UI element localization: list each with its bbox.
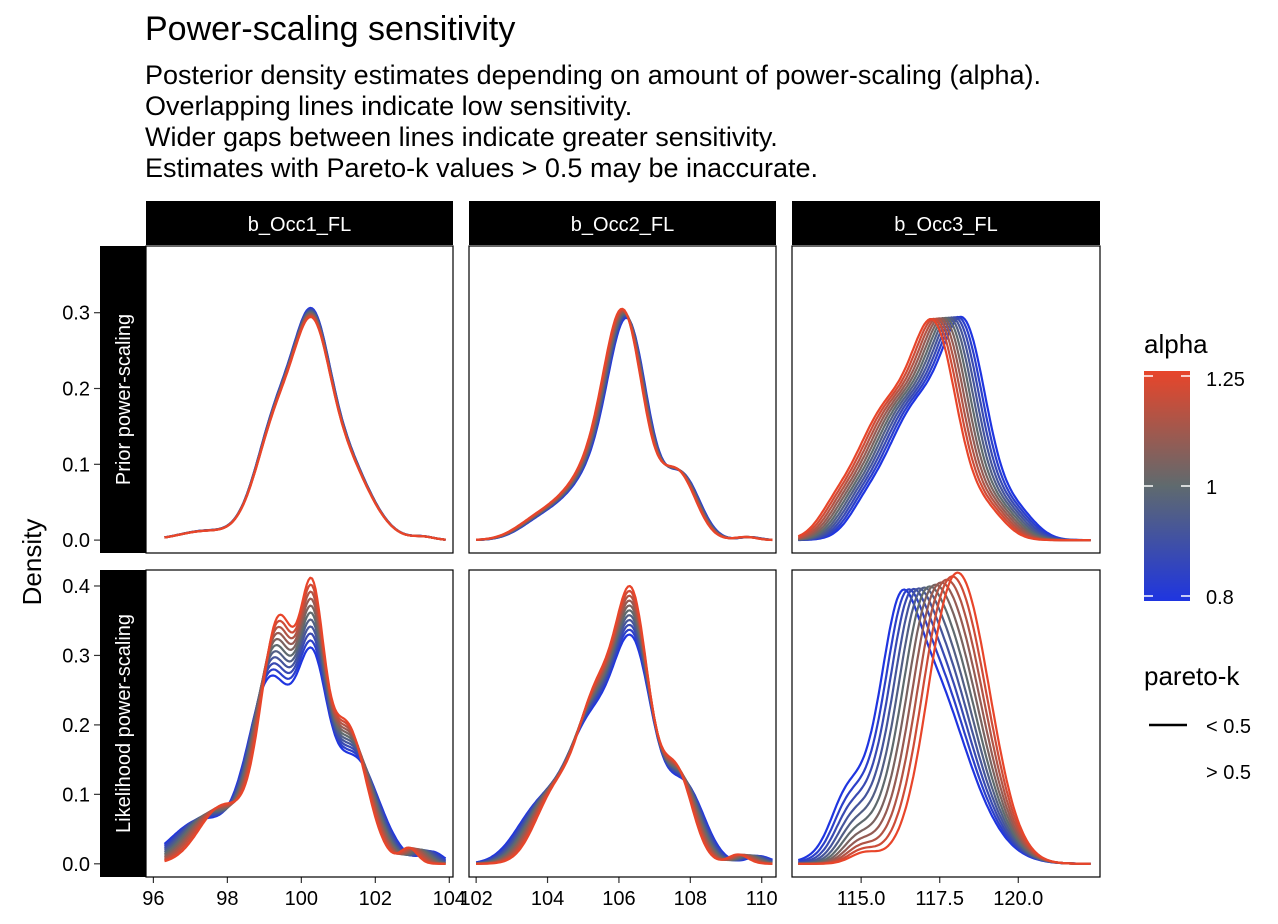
panel-curves <box>797 315 1091 542</box>
x-tick-label: 115.0 <box>837 888 886 910</box>
x-tick-label: 104 <box>531 888 564 910</box>
panel-1-2 <box>791 569 1101 878</box>
y-tick-label: 0.2 <box>62 379 90 401</box>
density-line-alpha-1.25 <box>476 584 773 865</box>
row-strip-1 <box>100 570 146 877</box>
facet-label-b_Occ2_FL: b_Occ2_FL <box>571 214 674 236</box>
x-tick-label: 102 <box>459 888 492 910</box>
panel-curves <box>164 306 446 541</box>
density-line-alpha-1.25 <box>476 307 773 542</box>
subtitle-line-2: Overlapping lines indicate low sensitivi… <box>145 91 633 121</box>
legend-alpha-title: alpha <box>1144 329 1208 359</box>
panel-curves <box>475 584 773 865</box>
chart-title: Power-scaling sensitivity <box>145 10 516 48</box>
facet-label-b_Occ3_FL: b_Occ3_FL <box>894 214 997 236</box>
facet-strip-b_Occ2_FL <box>469 201 776 245</box>
x-tick-label: 110 <box>746 888 778 910</box>
x-tick-label: 102 <box>359 888 392 910</box>
y-tick-label: 0.3 <box>62 303 90 325</box>
y-tick-label: 0.4 <box>62 576 90 598</box>
panel-0-1 <box>468 245 777 554</box>
panel-1-1 <box>468 569 777 878</box>
y-axis-label: Density <box>17 519 47 606</box>
row-label-0: Prior power-scaling <box>113 314 135 485</box>
subtitle-line-4: Estimates with Pareto-k values > 0.5 may… <box>145 153 819 183</box>
panel-1-0 <box>145 569 454 878</box>
x-tick-label: 106 <box>602 888 635 910</box>
legend-alpha-tick-2: 1 <box>1206 477 1217 499</box>
y-tick-label: 0.0 <box>62 854 90 876</box>
x-tick-label: 98 <box>216 888 238 910</box>
x-tick-label: 100 <box>285 888 318 910</box>
x-tick-label: 117.5 <box>915 888 964 910</box>
panel-frame <box>468 245 777 554</box>
row-strip-0 <box>100 246 146 553</box>
density-line-alpha-1.25 <box>164 576 446 865</box>
panel-curves <box>476 307 773 542</box>
legend-alpha-tick-3: 0.8 <box>1206 587 1234 609</box>
density-line-alpha-1.25 <box>798 571 1091 865</box>
panel-0-2 <box>791 245 1101 554</box>
panel-curves <box>797 571 1091 865</box>
y-tick-label: 0.0 <box>62 530 90 552</box>
panel-curves <box>163 576 447 865</box>
legend-pareto-item-2: > 0.5 <box>1206 762 1251 784</box>
subtitle-line-3: Wider gaps between lines indicate greate… <box>145 122 778 152</box>
x-tick-label: 120.0 <box>993 888 1043 910</box>
panel-0-0 <box>145 245 454 554</box>
facet-strip-b_Occ3_FL <box>792 201 1100 245</box>
x-tick-label: 104 <box>433 888 466 910</box>
facet-label-b_Occ1_FL: b_Occ1_FL <box>248 214 351 236</box>
panel-frame <box>791 569 1101 878</box>
legend-pareto-title: pareto-k <box>1144 661 1240 691</box>
y-tick-label: 0.2 <box>62 715 90 737</box>
panel-frame <box>145 245 454 554</box>
x-tick-label: 96 <box>142 888 164 910</box>
x-tick-label: 108 <box>674 888 707 910</box>
density-line-alpha-1.25 <box>797 318 1091 542</box>
legend-pareto-item-1: < 0.5 <box>1206 716 1251 738</box>
facet-strip-b_Occ1_FL <box>146 201 453 245</box>
legend-alpha-tick-1: 1.25 <box>1206 369 1245 391</box>
density-line-alpha-1.25 <box>164 315 446 541</box>
y-tick-label: 0.3 <box>62 645 90 667</box>
y-tick-label: 0.1 <box>62 784 90 806</box>
row-label-1: Likelihood power-scaling <box>113 614 135 833</box>
density-line-alpha-0.91 <box>798 316 1091 542</box>
y-tick-label: 0.1 <box>62 454 90 476</box>
density-line-alpha-0.87 <box>163 632 447 863</box>
subtitle-line-1: Posterior density estimates depending on… <box>145 60 1041 90</box>
